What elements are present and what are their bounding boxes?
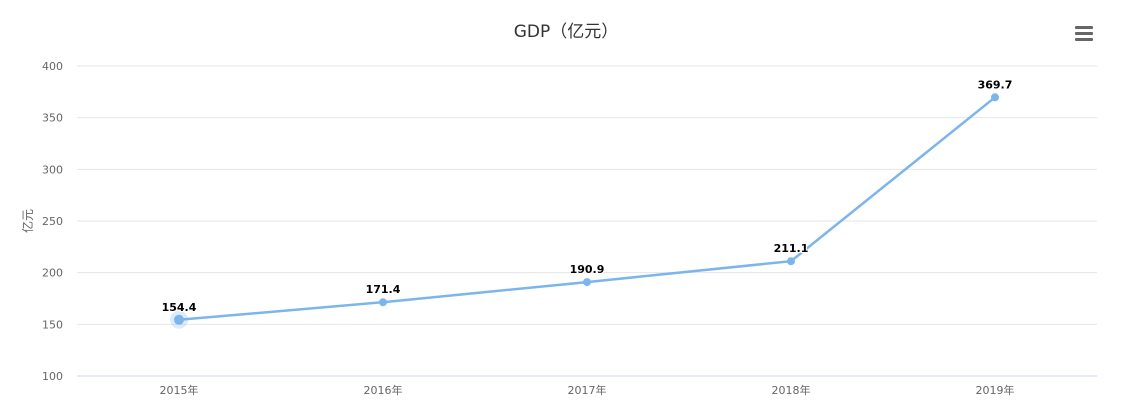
y-tick-label: 150 xyxy=(42,318,63,331)
hamburger-menu-icon[interactable] xyxy=(1075,26,1093,42)
series-line xyxy=(178,96,996,322)
data-point xyxy=(174,314,184,325)
x-tick-label: 2015年 xyxy=(160,383,199,397)
y-tick-label: 250 xyxy=(42,215,63,228)
x-tick-label: 2019年 xyxy=(976,383,1015,397)
y-tick-label: 300 xyxy=(42,163,63,176)
chart-title: GDP（亿元） xyxy=(514,22,619,42)
x-tick-label: 2016年 xyxy=(364,383,403,397)
x-tick-label: 2017年 xyxy=(568,383,607,397)
data-point xyxy=(379,298,387,307)
data-point xyxy=(991,93,999,102)
y-tick-label: 350 xyxy=(42,112,63,125)
data-label: 211.1 xyxy=(774,242,809,255)
data-label: 190.9 xyxy=(570,263,605,276)
y-tick-label: 200 xyxy=(42,267,63,280)
y-tick-label: 400 xyxy=(42,60,63,73)
data-point xyxy=(583,278,591,287)
data-label: 171.4 xyxy=(366,283,401,296)
y-axis-label: 亿元 xyxy=(20,209,35,233)
data-point xyxy=(787,257,795,266)
x-tick-label: 2018年 xyxy=(772,383,811,397)
data-label: 154.4 xyxy=(162,301,197,314)
data-label: 369.7 xyxy=(978,78,1013,91)
y-tick-label: 100 xyxy=(42,370,63,383)
